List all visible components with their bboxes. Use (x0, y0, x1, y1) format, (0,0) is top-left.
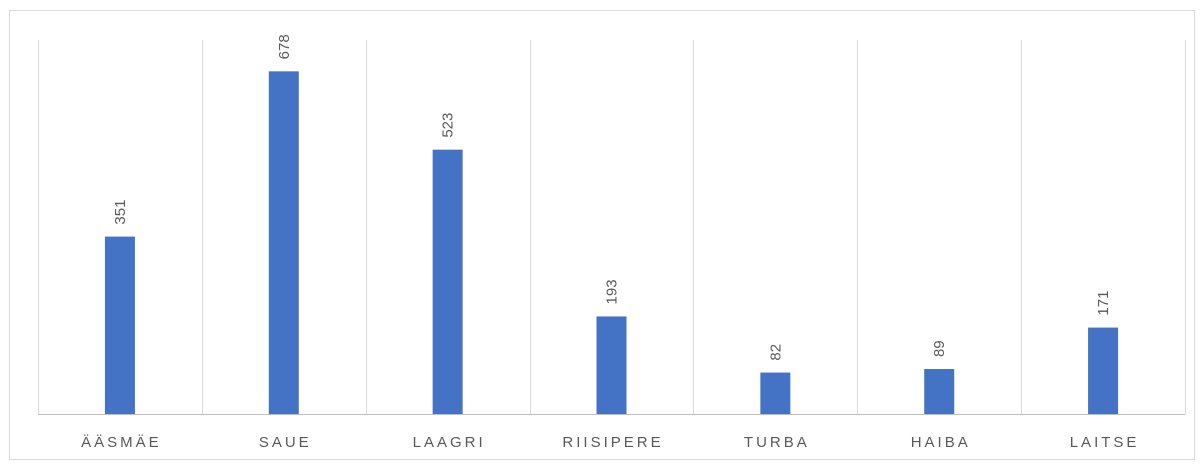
data-label: 193 (604, 279, 621, 304)
grid-layer (38, 40, 1186, 415)
x-tick-label: LAITSE (1070, 434, 1140, 451)
data-label: 678 (276, 34, 293, 59)
x-tick-layer: ÄÄSMÄE SAUE LAAGRI RIISIPERE TURBA HAIBA LAITS… (81, 434, 1140, 451)
bar-laitse (1088, 327, 1119, 414)
data-label-layer: 351 678 523 193 82 89 171 (112, 34, 1112, 360)
data-label: 351 (112, 200, 129, 225)
bar-layer (104, 71, 1119, 414)
data-label: 82 (767, 344, 784, 361)
bar-ääsmäe (104, 236, 135, 414)
x-tick-label: LAAGRI (413, 434, 486, 451)
x-tick-label: SAUE (259, 434, 312, 451)
bar-saue (268, 71, 299, 414)
x-tick-label: TURBA (744, 434, 810, 451)
bar-turba (760, 372, 791, 414)
data-label: 89 (931, 340, 948, 357)
data-label: 523 (440, 113, 457, 138)
bar-haiba (924, 369, 955, 414)
bar-riisipere (596, 316, 627, 414)
x-tick-label: RIISIPERE (562, 434, 663, 451)
x-tick-label: HAIBA (911, 434, 971, 451)
bar-laagri (432, 149, 463, 414)
data-label: 171 (1095, 291, 1112, 316)
x-tick-label: ÄÄSMÄE (81, 434, 162, 451)
